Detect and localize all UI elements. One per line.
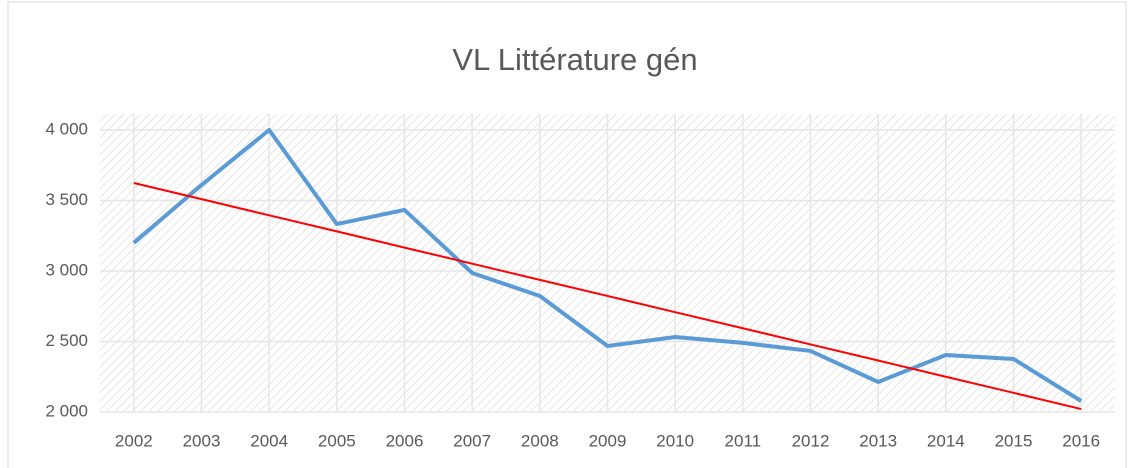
x-tick-label: 2002 [115,431,153,450]
y-tick-label: 3 000 [45,260,88,279]
x-tick-label: 2014 [927,431,965,450]
x-tick-label: 2005 [318,431,356,450]
x-tick-label: 2013 [859,431,897,450]
data-line [132,128,1083,403]
x-tick-label: 2006 [386,431,424,450]
x-tick-label: 2015 [995,431,1033,450]
x-tick-label: 2011 [725,431,762,450]
y-tick-label: 2 000 [45,401,88,420]
y-tick-label: 2 500 [45,331,88,350]
x-tick-label: 2003 [183,431,221,450]
x-tick-label: 2008 [521,431,559,450]
x-tick-label: 2010 [656,431,694,450]
x-tick-label: 2004 [250,431,288,450]
x-tick-label: 2009 [589,431,627,450]
x-tick-label: 2016 [1062,431,1100,450]
y-tick-label: 3 500 [45,190,88,209]
x-tick-label: 2012 [792,431,830,450]
chart-title: VL Littérature gén [452,42,697,77]
x-tick-label: 2007 [453,431,491,450]
y-tick-label: 4 000 [45,119,88,138]
trend-line [133,182,1082,411]
